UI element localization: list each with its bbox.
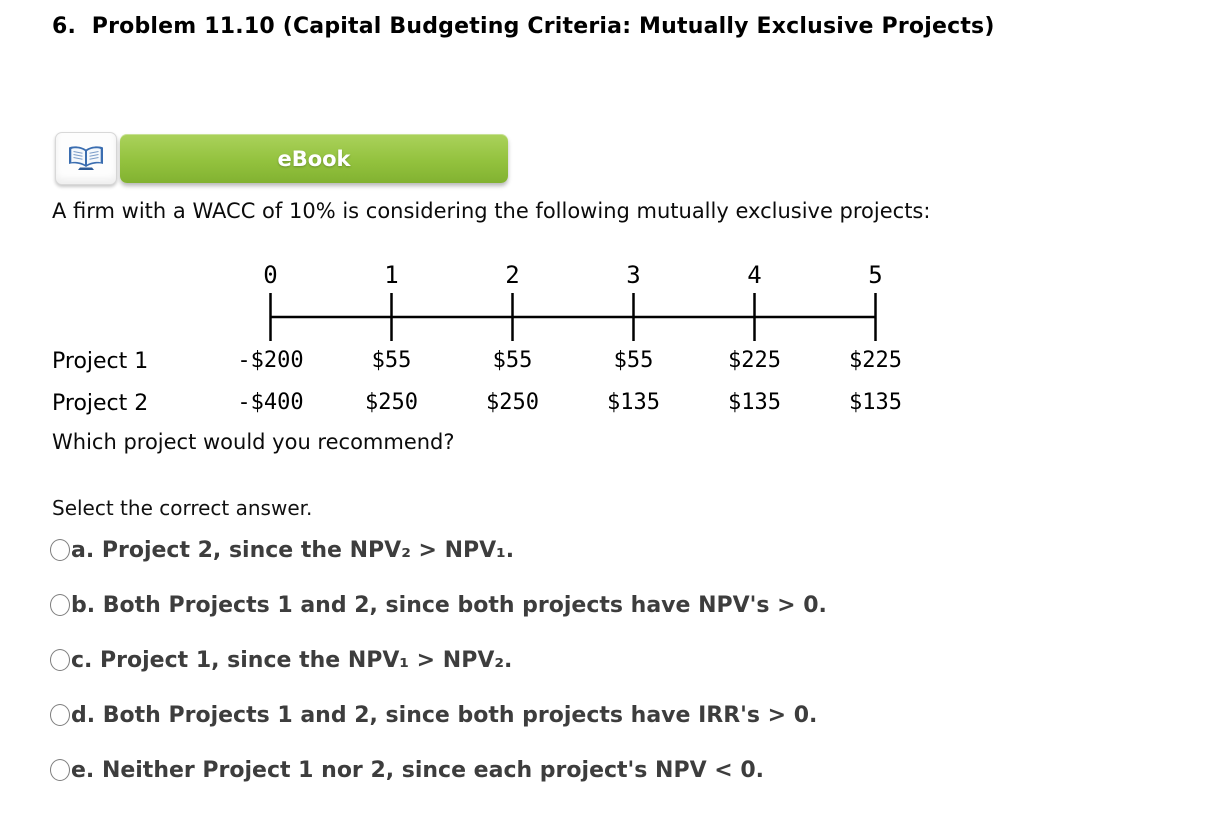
project-2-label: Project 2 [52,390,149,416]
radio-option-b[interactable] [50,594,70,616]
radio-option-d[interactable] [50,704,70,726]
problem-intro-text: A firm with a WACC of 10% is considering… [52,199,931,223]
select-answer-prompt: Select the correct answer. [52,496,313,520]
ebook-button[interactable]: eBook [120,134,508,183]
radio-option-c[interactable] [50,649,70,671]
open-book-icon [66,140,106,177]
ebook-icon-button[interactable] [55,132,117,185]
cash-flow-value: $55 [371,348,412,373]
cash-flow-value: $250 [365,390,418,415]
project-1-label: Project 1 [52,348,149,374]
answer-option-label: d. Both Projects 1 and 2, since both pro… [71,702,818,728]
timeline-periods-row: 0 1 2 3 4 5 [52,260,936,290]
cash-flow-value: -$200 [237,348,304,373]
radio-option-a[interactable] [50,539,70,561]
answer-option-label: a. Project 2, since the NPV₂ > NPV₁. [71,537,515,563]
timeline-period: 3 [626,261,641,289]
cash-flow-timeline: 0 1 2 3 4 5 Project 1 [52,260,936,418]
answer-option-e[interactable]: e. Neither Project 1 nor 2, since each p… [50,755,827,785]
answer-option-label: b. Both Projects 1 and 2, since both pro… [71,592,827,618]
answer-option-b[interactable]: b. Both Projects 1 and 2, since both pro… [50,590,827,620]
cash-flow-value: $135 [849,390,902,415]
timeline-period: 5 [868,261,883,289]
answer-option-label: e. Neither Project 1 nor 2, since each p… [71,757,765,783]
project-2-row: Project 2 -$400 $250 $250 $135 $135 $135 [52,388,936,418]
page-title: 6. Problem 11.10 (Capital Budgeting Crit… [52,14,995,39]
timeline-axis-row [52,290,936,342]
cash-flow-value: $55 [613,348,654,373]
answer-options: a. Project 2, since the NPV₂ > NPV₁. b. … [50,535,827,810]
problem-question: Which project would you recommend? [52,430,455,454]
timeline-period: 4 [747,261,762,289]
cash-flow-value: $250 [486,390,539,415]
answer-option-d[interactable]: d. Both Projects 1 and 2, since both pro… [50,700,827,730]
ebook-toolbar: eBook [55,132,508,185]
cash-flow-value: $135 [728,390,781,415]
cash-flow-value: $225 [728,348,781,373]
project-1-row: Project 1 -$200 $55 $55 $55 $225 $225 [52,346,936,376]
timeline-period: 0 [263,261,278,289]
cash-flow-value: $225 [849,348,902,373]
timeline-period: 1 [384,261,399,289]
timeline-axis [210,290,936,342]
answer-option-label: c. Project 1, since the NPV₁ > NPV₂. [71,647,513,673]
cash-flow-value: -$400 [237,390,304,415]
timeline-period: 2 [505,261,520,289]
radio-option-e[interactable] [50,759,70,781]
answer-option-a[interactable]: a. Project 2, since the NPV₂ > NPV₁. [50,535,827,565]
cash-flow-value: $55 [492,348,533,373]
answer-option-c[interactable]: c. Project 1, since the NPV₁ > NPV₂. [50,645,827,675]
cash-flow-value: $135 [607,390,660,415]
